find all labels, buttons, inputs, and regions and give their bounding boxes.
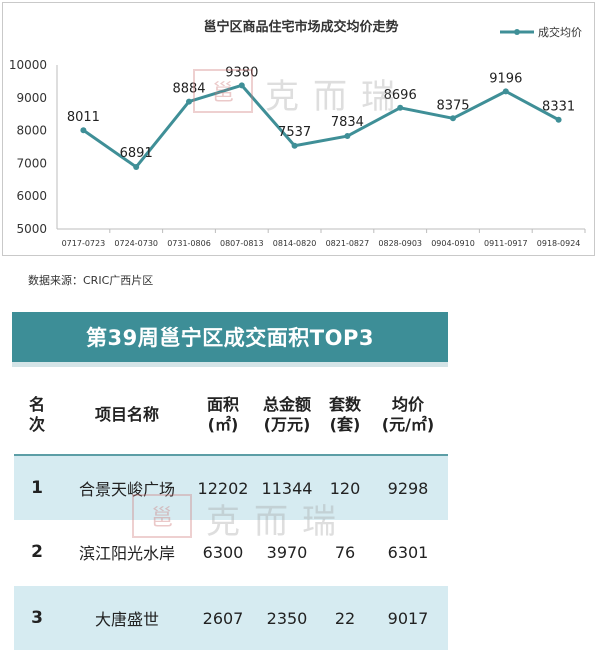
cell-units: 22	[334, 608, 356, 628]
legend-dot-marker	[514, 29, 520, 35]
cell-area: 2607	[202, 608, 244, 628]
x-tick-label: 0918-0924	[537, 239, 581, 248]
legend-label: 成交均价	[538, 25, 582, 39]
cell-rank: 3	[31, 608, 43, 628]
table-title-banner: 第39周邕宁区成交面积TOP3	[12, 312, 448, 362]
data-label: 8011	[67, 110, 100, 125]
price-trend-chart: 邕宁区商品住宅市场成交均价走势 成交均价 10000 9000 8000 7000 60…	[9, 19, 586, 248]
watermark-text-table: 克而瑞	[206, 502, 350, 542]
x-tick-label: 0731-0806	[167, 239, 211, 248]
data-point	[450, 115, 456, 122]
x-tick-label: 0911-0917	[484, 239, 528, 248]
data-point	[80, 127, 87, 134]
y-tick-label: 6000	[16, 189, 47, 203]
banner-shadow	[12, 362, 448, 367]
cell-avg-price: 9298	[387, 478, 429, 498]
data-point	[133, 163, 140, 170]
y-tick-label: 7000	[16, 156, 47, 170]
data-point	[555, 116, 562, 123]
y-tick-label: 5000	[16, 222, 47, 236]
cell-area: 12202	[197, 478, 249, 498]
cell-total-amount: 11344	[261, 478, 313, 498]
chart-frame: 邕宁区商品住宅市场成交均价走势 成交均价 10000 9000 8000 7000 60…	[2, 2, 595, 256]
data-label: 7834	[331, 115, 364, 130]
data-point	[344, 133, 351, 140]
x-tick-label: 0821-0827	[326, 239, 370, 248]
x-tick-label: 0807-0813	[220, 239, 264, 248]
data-point	[397, 104, 404, 111]
table-divider	[14, 454, 448, 456]
table-header-row: 名次 项目名称 面积 (㎡) 总金额 (万元) 套数 (套) 均价 (元/㎡)	[14, 380, 448, 450]
watermark-logo-table: 邕	[132, 494, 192, 538]
x-tick-label: 0814-0820	[273, 239, 317, 248]
data-label: 9196	[489, 71, 522, 86]
series-points	[80, 82, 562, 170]
header-rank: 名次	[28, 395, 45, 434]
cell-area: 6300	[202, 542, 244, 562]
source-note: 数据来源：CRIC广西片区	[28, 274, 154, 287]
header-avg-price: 均价 (元/㎡)	[381, 395, 435, 434]
cell-project: 合景天峻广场	[78, 480, 175, 499]
data-label: 9380	[225, 65, 258, 80]
table-row: 2 滨江阳光水岸 6300 3970 76 6301	[14, 520, 448, 584]
watermark-logo-chart: 邕	[193, 69, 253, 113]
header-area: 面积 (㎡)	[206, 395, 239, 434]
cell-rank: 2	[31, 542, 43, 562]
data-label: 7537	[278, 125, 311, 140]
data-point	[291, 142, 298, 149]
data-labels: 8011 6891 8884 9380 7537 7834 8696 8375 9196 8331	[67, 65, 575, 161]
x-tick-labels: 0717-0723 0724-0730 0731-0806 0807-0813 0814…	[62, 239, 581, 248]
cell-project: 大唐盛世	[94, 610, 159, 629]
x-tick-label: 0828-0903	[378, 239, 422, 248]
data-label: 8884	[172, 82, 205, 97]
x-tick-marks	[109, 229, 586, 233]
data-label: 6891	[120, 146, 153, 161]
table-row: 1 合景天峻广场 12202 11344 120 9298	[14, 456, 448, 520]
header-project: 项目名称	[94, 405, 159, 424]
x-tick-label: 0717-0723	[62, 239, 106, 248]
cell-total-amount: 3970	[266, 542, 308, 562]
cell-avg-price: 6301	[387, 542, 429, 562]
watermark-text-chart: 克而瑞	[265, 77, 409, 117]
data-label: 8331	[542, 100, 575, 115]
data-point	[238, 82, 245, 89]
x-tick-label: 0724-0730	[114, 239, 158, 248]
data-point	[186, 98, 192, 105]
chart-title: 邕宁区商品住宅市场成交均价走势	[203, 19, 398, 35]
y-tick-labels: 10000 9000 8000 7000 6000 5000	[9, 58, 47, 236]
data-point	[502, 88, 509, 95]
cell-avg-price: 9017	[387, 608, 429, 628]
cell-total-amount: 2350	[266, 608, 308, 628]
y-tick-label: 8000	[16, 124, 47, 138]
cell-units: 120	[329, 478, 361, 498]
data-label: 8696	[384, 88, 417, 103]
cell-rank: 1	[31, 478, 43, 498]
y-tick-label: 9000	[16, 91, 47, 105]
chart-legend: 成交均价	[500, 25, 582, 39]
y-tick-label: 10000	[9, 58, 47, 72]
header-total-amount: 总金额 (万元)	[262, 395, 311, 434]
data-label: 8375	[436, 98, 469, 113]
header-units: 套数 (套)	[328, 395, 361, 434]
x-tick-label: 0904-0910	[431, 239, 475, 248]
table-row: 3 大唐盛世 2607 2350 22 9017	[14, 586, 448, 650]
cell-project: 滨江阳光水岸	[78, 544, 175, 563]
series-line-avg-price	[82, 83, 560, 170]
cell-units: 76	[334, 542, 356, 562]
